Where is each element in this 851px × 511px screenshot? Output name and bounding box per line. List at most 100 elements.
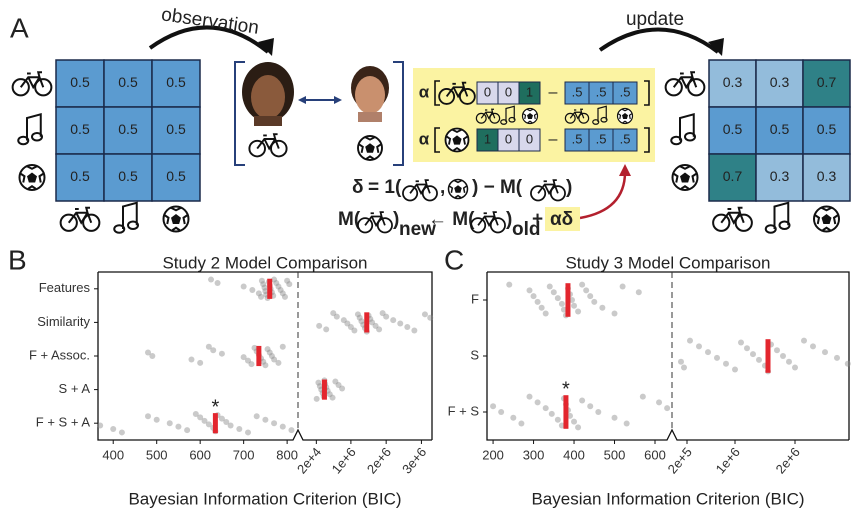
y-tick-label: S + A [59,381,91,396]
cell-value: 0.5 [723,121,743,137]
update-arrow-head [619,164,631,176]
plot-frame [487,272,849,440]
alpha: α [419,129,430,148]
x-tick-label: 200 [482,447,504,462]
data-point [579,282,585,288]
data-point [282,294,288,300]
data-point [547,284,553,290]
data-point [323,326,329,332]
data-point [696,343,702,349]
data-point [822,349,828,355]
x-tick-label: 2e+5 [665,444,695,476]
data-point [184,427,190,433]
y-tick-label: F + S [448,403,480,418]
chart-title: Study 3 Model Comparison [565,253,770,272]
equation-text: ← M( [428,209,475,230]
data-point [145,413,151,419]
data-point [498,409,504,415]
data-point [510,415,516,421]
cell-value: 0.5 [118,74,138,90]
x-tick-label: 600 [189,447,211,462]
data-point [280,344,286,350]
data-point [555,417,561,423]
cell-value: 0.3 [817,168,837,184]
data-point [245,429,251,435]
data-point [119,429,125,435]
face-image [242,62,294,126]
data-point [535,299,541,305]
data-point [254,413,260,419]
data-point [620,284,626,290]
arrow-label: update [626,9,684,30]
minus: – [549,84,558,101]
data-point [527,394,533,400]
data-point [110,426,116,432]
data-point [786,359,792,365]
cell-value: 0.5 [166,74,186,90]
data-point [744,345,750,351]
data-point [288,427,294,433]
data-point [314,396,320,402]
bike-icon [61,208,100,231]
equation-text: = 1( [368,177,402,198]
data-point [188,356,194,362]
stem [775,203,789,229]
observed-value: 0 [505,84,512,99]
data-point [738,340,744,346]
arrow [600,29,718,52]
bike-icon [249,134,286,156]
cell-value: 0.5 [70,74,90,90]
cell-value: 0.5 [118,121,138,137]
data-point [656,399,662,405]
equation-text: αδ [550,209,573,230]
x-tick-label: 2e+4 [294,444,324,476]
data-point [527,287,533,293]
data-point [339,385,345,391]
x-tick-label: 400 [563,447,585,462]
cell-value: 0.5 [770,121,790,137]
y-tick-label: Features [39,280,91,295]
observed-value: 0 [526,131,533,146]
update-arrow [580,172,625,218]
data-point [258,294,264,300]
cell-value: 0.5 [118,168,138,184]
ball-icon [673,165,698,190]
data-point [595,409,601,415]
data-point [612,415,618,421]
cell-value: 0.5 [817,121,837,137]
data-point [248,361,254,367]
data-point [411,327,417,333]
chart-title: Study 2 Model Comparison [162,253,367,272]
data-point [543,310,549,316]
data-point [262,417,268,423]
median-bar [565,283,570,317]
x-axis-label: Bayesian Information Criterion (BIC) [128,489,401,508]
data-point [197,360,203,366]
x-tick-label: 1e+6 [329,444,359,476]
data-point [714,355,720,361]
data-point [330,395,336,401]
data-point [575,424,581,430]
stem [27,114,41,140]
cell-value: 0.5 [70,121,90,137]
data-point [723,361,729,367]
data-point [427,315,433,321]
note-icon [671,114,695,144]
data-point [249,287,255,293]
data-point [262,362,268,368]
data-point [559,301,565,307]
median-bar [256,346,261,366]
data-point [219,351,225,357]
data-point [591,299,597,305]
y-tick-label: Similarity [37,314,90,329]
minus: – [549,131,558,148]
data-point [390,317,396,323]
data-point [215,280,221,286]
data-point [271,420,277,426]
data-point [351,327,357,333]
data-point [97,423,103,429]
prior-value: .5 [572,131,583,146]
data-point [555,295,561,301]
panel-label: A [10,12,29,43]
